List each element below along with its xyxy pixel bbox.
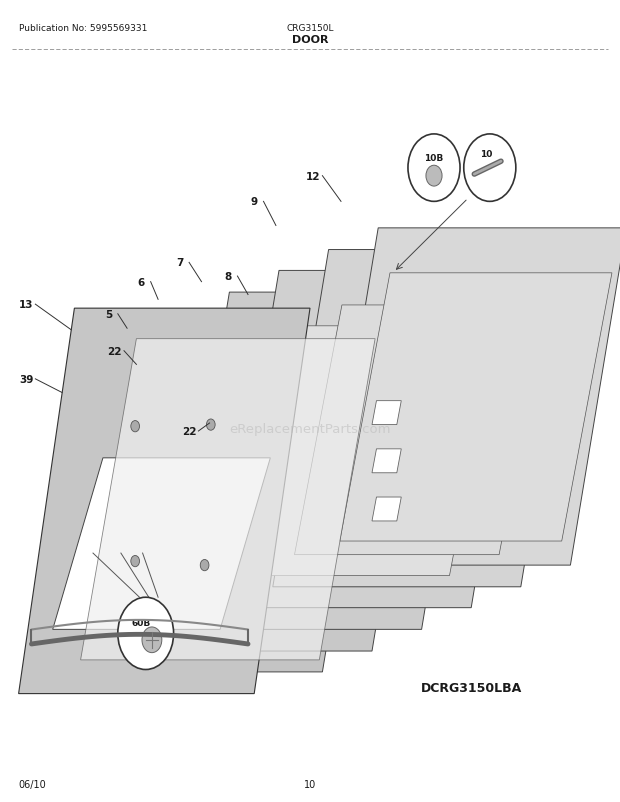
- Polygon shape: [294, 306, 547, 555]
- Polygon shape: [174, 293, 477, 630]
- Circle shape: [426, 166, 442, 187]
- Circle shape: [131, 556, 140, 567]
- Text: DOOR: DOOR: [292, 35, 328, 45]
- Polygon shape: [273, 250, 577, 587]
- Polygon shape: [53, 458, 270, 630]
- Text: 8: 8: [224, 272, 232, 282]
- Polygon shape: [74, 335, 378, 672]
- Polygon shape: [245, 326, 497, 576]
- Text: Publication No: 5995569331: Publication No: 5995569331: [19, 24, 147, 34]
- Text: 22: 22: [107, 346, 122, 356]
- Text: CRG3150L: CRG3150L: [286, 24, 334, 34]
- Text: 10: 10: [304, 780, 316, 789]
- Text: 5: 5: [105, 310, 112, 319]
- Polygon shape: [340, 273, 612, 541]
- Circle shape: [408, 135, 460, 202]
- Circle shape: [464, 135, 516, 202]
- Circle shape: [131, 421, 140, 432]
- Polygon shape: [372, 449, 401, 473]
- Text: 12: 12: [306, 172, 321, 181]
- Text: eReplacementParts.com: eReplacementParts.com: [229, 423, 391, 435]
- Polygon shape: [19, 309, 310, 694]
- Text: 06/10: 06/10: [19, 780, 46, 789]
- Text: 7: 7: [176, 258, 184, 268]
- Text: 39: 39: [19, 375, 33, 384]
- Text: 22: 22: [182, 427, 197, 436]
- Polygon shape: [81, 339, 375, 660]
- Polygon shape: [124, 314, 428, 651]
- Polygon shape: [223, 271, 527, 608]
- Polygon shape: [372, 497, 401, 521]
- Text: 60B: 60B: [131, 618, 151, 627]
- Text: 9: 9: [250, 197, 258, 207]
- Text: 6: 6: [138, 277, 145, 287]
- Polygon shape: [372, 401, 401, 425]
- Circle shape: [206, 419, 215, 431]
- Circle shape: [118, 597, 174, 670]
- Circle shape: [200, 560, 209, 571]
- Text: 10: 10: [480, 149, 493, 159]
- Circle shape: [142, 627, 162, 653]
- Text: 13: 13: [19, 300, 33, 310]
- Polygon shape: [322, 229, 620, 565]
- Text: 10B: 10B: [424, 153, 444, 163]
- Text: DCRG3150LBA: DCRG3150LBA: [420, 682, 522, 695]
